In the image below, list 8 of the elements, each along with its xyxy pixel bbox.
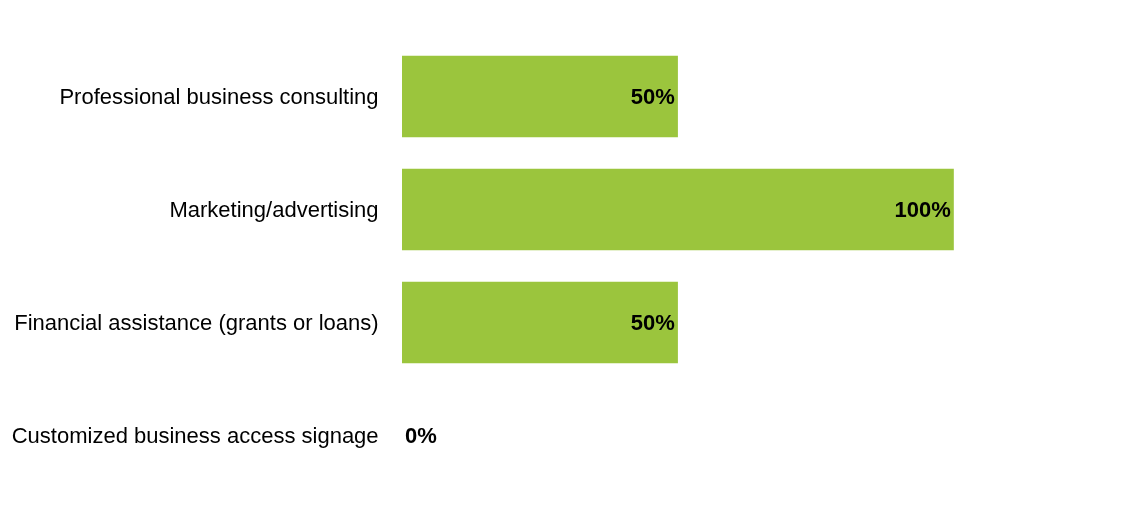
y-tick-label: Professional business consulting — [59, 84, 379, 110]
y-tick-label: Customized business access signage — [11, 423, 379, 449]
data-label: 0% — [405, 423, 437, 448]
data-label: 50% — [630, 84, 675, 109]
data-label: 100% — [894, 197, 951, 222]
y-tick-label: Marketing/advertising — [169, 197, 379, 223]
y-tick-label: Financial assistance (grants or loans) — [14, 310, 379, 336]
data-label: 50% — [630, 310, 675, 335]
